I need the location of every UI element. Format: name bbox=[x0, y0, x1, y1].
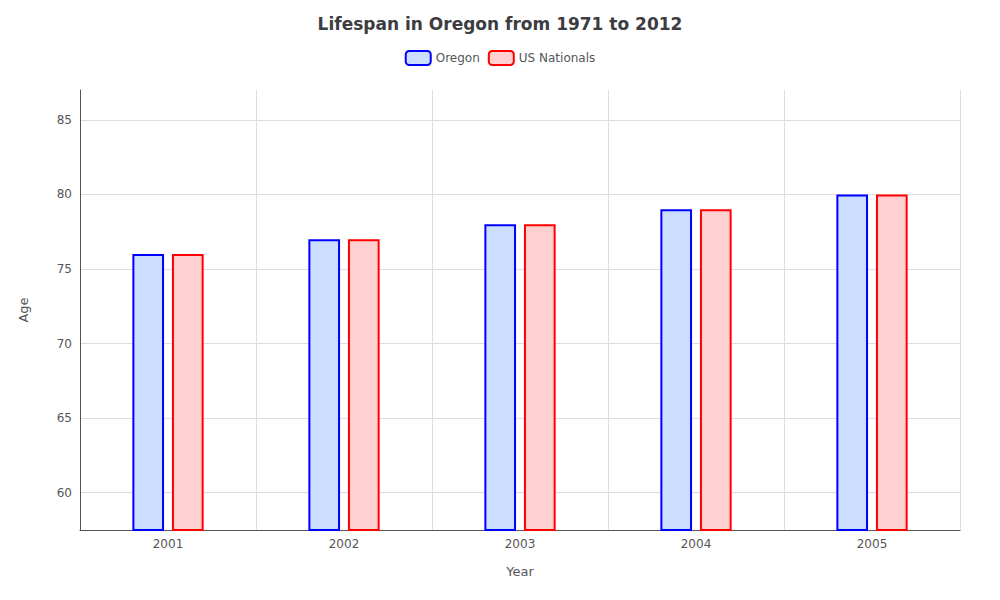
svg-text:80: 80 bbox=[57, 187, 72, 201]
svg-text:Lifespan in Oregon from 1971 t: Lifespan in Oregon from 1971 to 2012 bbox=[318, 14, 683, 34]
svg-text:US Nationals: US Nationals bbox=[519, 51, 595, 65]
svg-text:2002: 2002 bbox=[329, 537, 360, 551]
svg-text:2001: 2001 bbox=[153, 537, 184, 551]
svg-text:60: 60 bbox=[57, 486, 72, 500]
svg-text:Oregon: Oregon bbox=[436, 51, 480, 65]
svg-text:70: 70 bbox=[57, 337, 72, 351]
svg-text:2004: 2004 bbox=[681, 537, 712, 551]
svg-text:Age: Age bbox=[16, 297, 31, 322]
svg-text:2003: 2003 bbox=[505, 537, 536, 551]
svg-text:85: 85 bbox=[57, 113, 72, 127]
svg-text:75: 75 bbox=[57, 262, 72, 276]
svg-text:65: 65 bbox=[57, 411, 72, 425]
svg-text:2005: 2005 bbox=[857, 537, 888, 551]
svg-text:Year: Year bbox=[505, 564, 534, 579]
